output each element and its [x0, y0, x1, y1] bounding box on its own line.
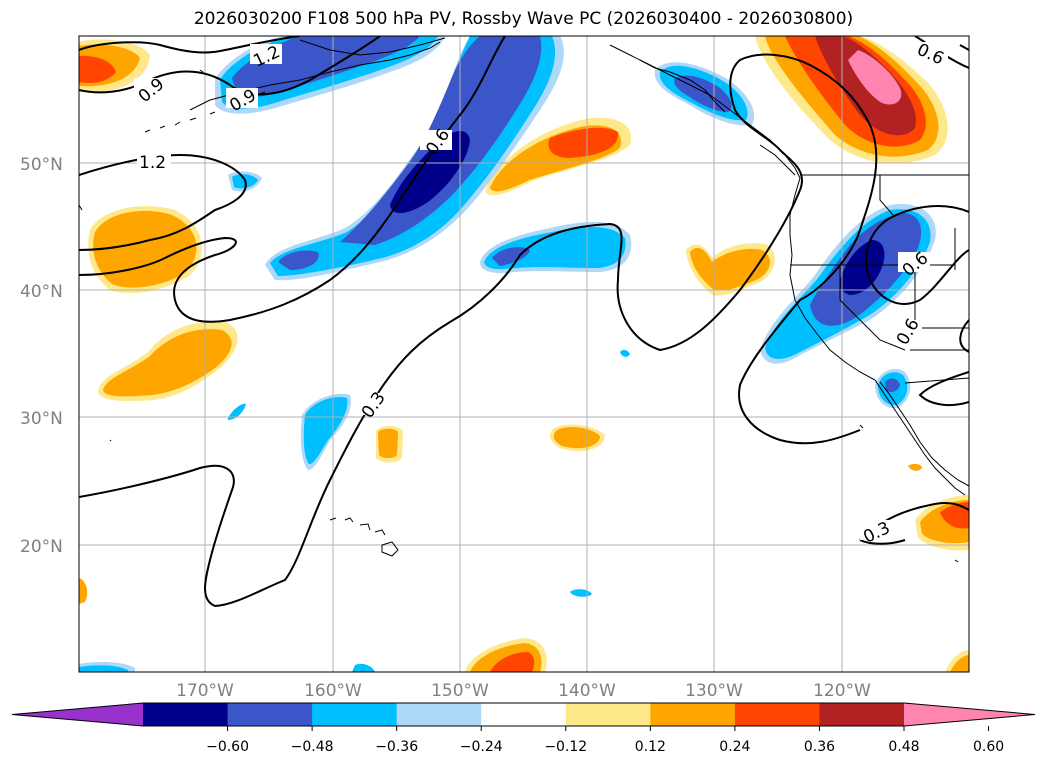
- colorbar-extend-high: [904, 703, 1035, 726]
- colorbar-extend-low: [12, 703, 143, 726]
- lat-label: 40°N: [20, 282, 63, 302]
- lat-label: 50°N: [20, 155, 63, 175]
- colorbar-outline: [11, 702, 1036, 727]
- longitude-labels: 170°W 160°W 150°W 140°W 130°W 120°W: [176, 681, 871, 701]
- colorbar-tick-label: 0.36: [804, 739, 835, 755]
- colorbar-segment: [650, 703, 736, 726]
- colorbar-segment: [143, 703, 229, 726]
- colorbar-segment: [396, 703, 482, 726]
- colorbar-tick-label: 0.24: [719, 739, 750, 755]
- colorbar-tick-label: 0.60: [973, 739, 1004, 755]
- colorbar-tick-label: 0.48: [888, 739, 919, 755]
- colorbar-tick-label: −0.36: [375, 739, 418, 755]
- colorbar-tick-label: −0.60: [206, 739, 249, 755]
- lon-label: 150°W: [431, 681, 489, 701]
- map-content: 1.2 0.9 1.2 0.9 0.6 0.3 0.6 0.6 0.3 0.6: [79, 36, 969, 672]
- colorbar-tick-label: −0.12: [544, 739, 587, 755]
- colorbar-segment: [734, 703, 820, 726]
- colorbar-segment: [819, 703, 905, 726]
- graticule: [79, 36, 969, 672]
- map-title: 2026030200 F108 500 hPa PV, Rossby Wave …: [193, 9, 854, 29]
- positive-anomaly-shading: [79, 36, 969, 672]
- colorbar-segment: [481, 703, 567, 726]
- colorbar-segment: [565, 703, 651, 726]
- contour-label: 1.2: [139, 153, 166, 173]
- lon-label: 130°W: [685, 681, 743, 701]
- colorbar-tick-label: 0.12: [635, 739, 666, 755]
- lon-label: 160°W: [304, 681, 362, 701]
- colorbar-segment: [227, 703, 313, 726]
- latitude-labels: 50°N 40°N 30°N 20°N: [20, 155, 63, 557]
- colorbar-tick-label: −0.48: [291, 739, 334, 755]
- lat-label: 20°N: [20, 537, 63, 557]
- colorbar-tick-label: −0.24: [460, 739, 503, 755]
- colorbar: −0.60 −0.48 −0.36 −0.24 −0.12 0.12 0.24 0.36 0.4…: [11, 702, 1036, 755]
- colorbar-segment: [312, 703, 398, 726]
- map-frame: [78, 35, 970, 673]
- lon-label: 140°W: [558, 681, 616, 701]
- lon-label: 170°W: [176, 681, 234, 701]
- lon-label: 120°W: [813, 681, 871, 701]
- lat-label: 30°N: [20, 409, 63, 429]
